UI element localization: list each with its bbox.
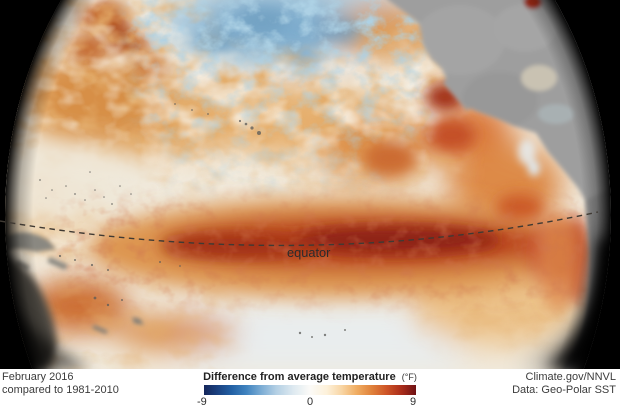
svg-text:equator: equator: [287, 245, 331, 260]
